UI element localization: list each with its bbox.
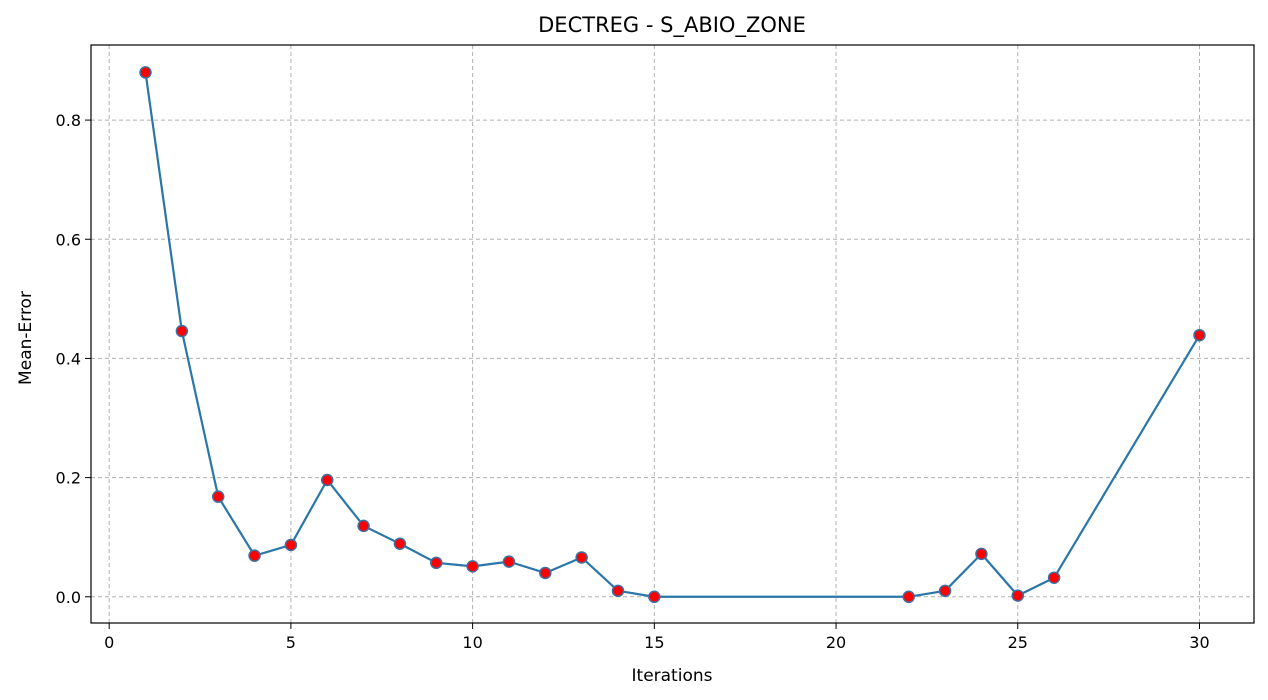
- x-tick-label: 5: [286, 633, 296, 652]
- data-point: [1047, 571, 1061, 584]
- data-point: [938, 584, 952, 598]
- plot-frame: [90, 44, 1255, 624]
- data-point: [539, 566, 552, 580]
- x-tick-label: 15: [644, 633, 664, 652]
- y-tick-label: 0.2: [56, 469, 81, 488]
- data-point: [502, 555, 516, 568]
- y-tick-label: 0.6: [56, 230, 81, 249]
- chart-title: DECTREG - S_ABIO_ZONE: [538, 13, 806, 38]
- data-point: [139, 66, 152, 79]
- x-tick-label: 20: [826, 633, 846, 652]
- data-point: [975, 547, 988, 561]
- axis-ticks: 0 5 10 15 20 25 30 0.0 0.2 0.4 0.6 0.8: [56, 111, 1210, 652]
- data-point: [575, 551, 588, 564]
- x-tick-label: 30: [1189, 633, 1209, 652]
- data-point: [648, 590, 661, 604]
- y-tick-label: 0.8: [56, 111, 81, 130]
- data-point: [1193, 328, 1206, 342]
- y-tick-label: 0.4: [56, 349, 81, 368]
- data-point: [466, 560, 479, 573]
- data-point: [357, 519, 370, 533]
- data-point: [248, 549, 261, 562]
- data-point: [284, 538, 298, 552]
- data-point: [611, 584, 625, 598]
- data-point: [211, 490, 225, 503]
- data-point: [393, 537, 407, 550]
- x-tick-label: 25: [1008, 633, 1028, 652]
- data-point: [430, 556, 443, 570]
- data-series: [139, 66, 1206, 604]
- x-axis-title: Iterations: [632, 666, 713, 686]
- data-point: [175, 324, 189, 338]
- y-axis-title: Mean-Error: [16, 291, 36, 385]
- x-tick-label: 0: [104, 633, 114, 652]
- data-point: [902, 590, 915, 604]
- x-tick-label: 10: [462, 633, 482, 652]
- data-point: [1011, 589, 1025, 602]
- y-tick-label: 0.0: [56, 588, 81, 607]
- data-point: [320, 473, 334, 487]
